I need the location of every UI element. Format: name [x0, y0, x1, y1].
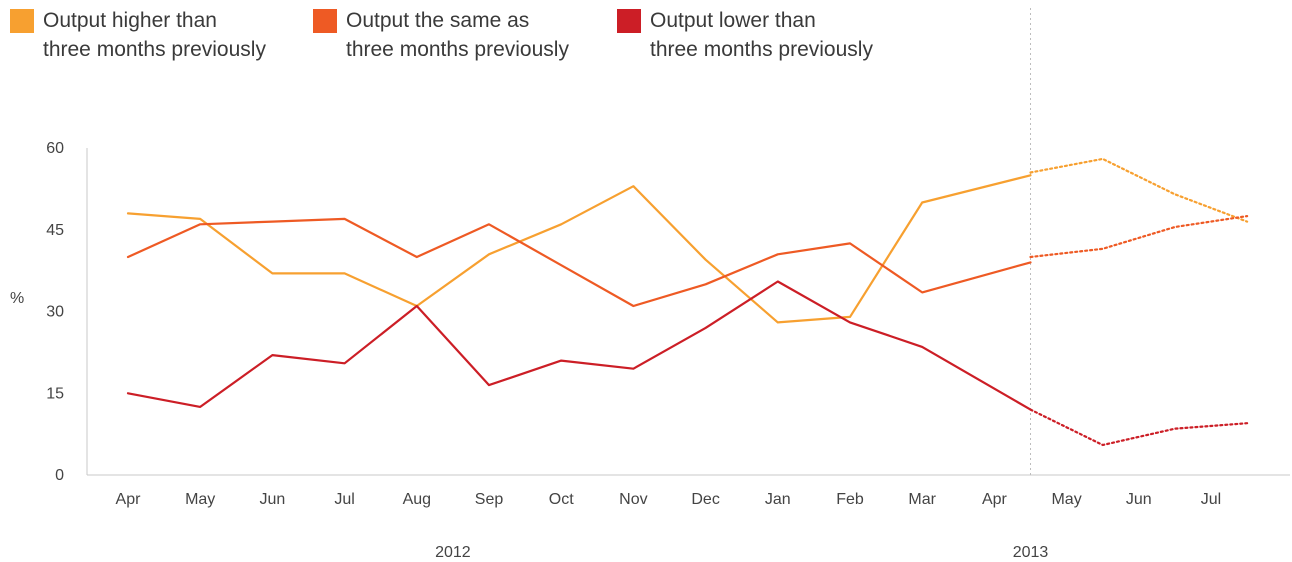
legend-swatch-higher [10, 9, 34, 33]
legend-label-higher: Output higher than three months previous… [43, 6, 266, 64]
x-tick-label-sep-5: Sep [475, 491, 504, 508]
x-tick-label-mar-11: Mar [908, 491, 936, 508]
series-line-higher [126, 174, 1032, 324]
y-tick-label-60: 60 [46, 140, 64, 157]
series-forecast-line-lower [1029, 408, 1249, 447]
legend-swatch-same [313, 9, 337, 33]
year-label-2013: 2013 [1013, 544, 1049, 561]
y-tick-label-45: 45 [46, 222, 64, 239]
x-tick-label-jul-3: Jul [334, 491, 354, 508]
x-tick-label-apr-0: Apr [116, 491, 142, 508]
legend-item-lower: Output lower than three months previousl… [617, 6, 873, 64]
x-tick-label-may-1: May [185, 491, 215, 508]
series-line-same [126, 217, 1032, 308]
legend-swatch-lower [617, 9, 641, 33]
year-label-2012: 2012 [435, 544, 471, 561]
legend-label-lower: Output lower than three months previousl… [650, 6, 873, 64]
x-tick-label-aug-4: Aug [403, 491, 431, 508]
x-tick-label-dec-8: Dec [691, 491, 719, 508]
x-tick-label-jun-14: Jun [1126, 491, 1152, 508]
x-tick-label-may-13: May [1051, 491, 1081, 508]
series-forecast-line-higher [1029, 157, 1249, 223]
series-forecast-line-same [1029, 215, 1249, 259]
legend-label-same-line-2: three months previously [346, 38, 569, 61]
series-line-lower [126, 280, 1032, 411]
x-tick-label-jun-2: Jun [260, 491, 286, 508]
legend-label-higher-line-1: Output higher than [43, 9, 217, 32]
legend-label-higher-line-2: three months previously [43, 38, 266, 61]
y-tick-label-15: 15 [46, 385, 64, 402]
x-tick-label-nov-7: Nov [619, 491, 647, 508]
x-tick-label-jan-9: Jan [765, 491, 791, 508]
x-tick-label-jul-15: Jul [1201, 491, 1221, 508]
y-axis-label: % [10, 290, 24, 307]
legend-label-same-line-1: Output the same as [346, 9, 530, 32]
y-tick-label-30: 30 [46, 304, 64, 321]
legend-label-lower-line-1: Output lower than [650, 9, 816, 32]
legend-item-higher: Output higher than three months previous… [10, 6, 266, 64]
y-tick-label-0: 0 [55, 467, 64, 484]
legend-label-lower-line-2: three months previously [650, 38, 873, 61]
x-tick-label-feb-10: Feb [836, 491, 864, 508]
x-tick-label-oct-6: Oct [549, 491, 574, 508]
legend-label-same: Output the same as three months previous… [346, 6, 569, 64]
x-tick-label-apr-12: Apr [982, 491, 1008, 508]
legend-item-same: Output the same as three months previous… [313, 6, 569, 64]
